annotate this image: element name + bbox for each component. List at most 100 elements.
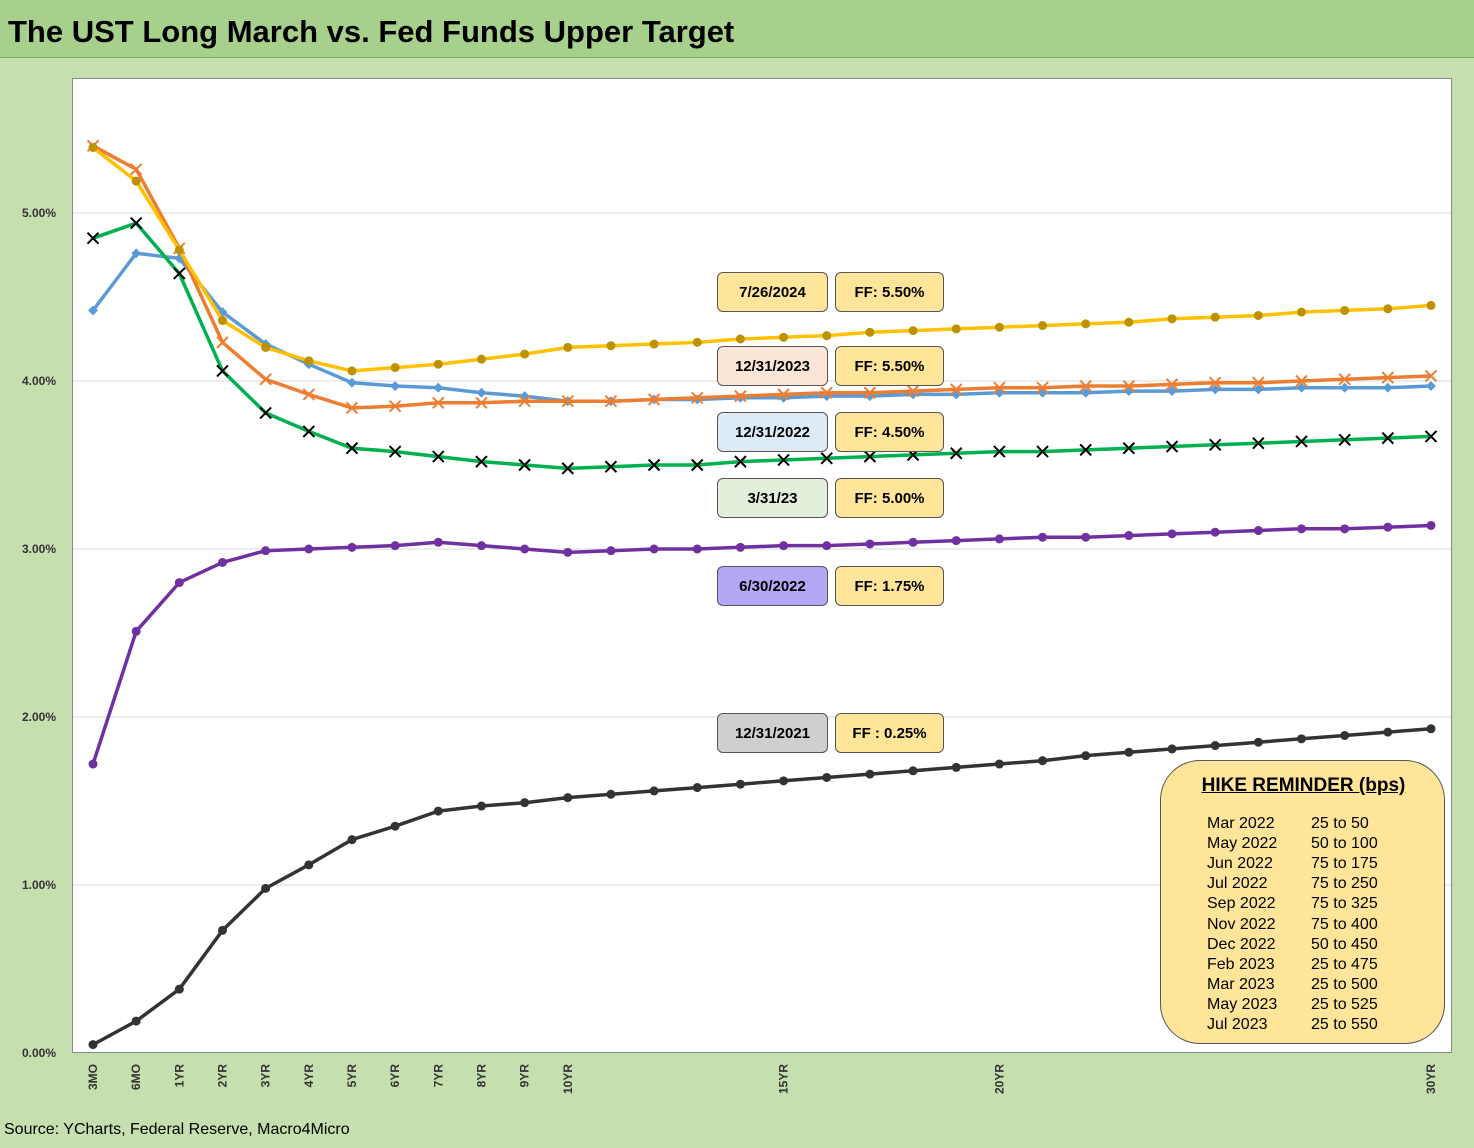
data-point [432, 396, 445, 410]
hike-amount: 75 to 400 [1311, 915, 1378, 933]
hike-month: May 2023 [1207, 995, 1278, 1013]
data-point [1080, 387, 1091, 398]
data-point [950, 383, 963, 396]
x-tick-label: 4YR [302, 1064, 316, 1088]
data-point [1297, 524, 1307, 534]
data-point [1253, 384, 1264, 395]
data-point [1081, 319, 1091, 329]
data-point [476, 801, 486, 811]
data-point [1079, 379, 1092, 393]
data-point [261, 546, 271, 556]
data-point [88, 1040, 98, 1050]
data-point [1210, 312, 1220, 322]
y-tick-label: 3.00% [22, 542, 56, 556]
data-point [1339, 382, 1350, 393]
data-point [994, 322, 1004, 332]
data-point [1340, 730, 1350, 740]
data-point [1167, 529, 1177, 539]
data-point [129, 163, 143, 176]
data-point [174, 245, 184, 255]
fed-funds-label: FF: 4.50% [835, 412, 944, 452]
data-point [433, 382, 444, 393]
data-point [1253, 737, 1263, 747]
hike-amount: 25 to 550 [1311, 1016, 1378, 1033]
data-point [1124, 317, 1134, 327]
data-point [606, 341, 616, 351]
x-tick-label: 8YR [474, 1064, 488, 1088]
data-point [735, 542, 745, 552]
data-point [1383, 304, 1393, 314]
data-point [606, 789, 616, 799]
data-point [735, 334, 745, 344]
data-point [1295, 435, 1308, 448]
data-point [1383, 727, 1393, 737]
data-point [520, 349, 530, 359]
data-point [476, 387, 487, 398]
data-point [1165, 440, 1179, 453]
data-point [822, 541, 832, 551]
series-line [91, 523, 1432, 765]
data-point [1340, 524, 1350, 534]
data-point [604, 460, 618, 473]
data-point [347, 377, 357, 388]
hike-amount: 75 to 250 [1311, 875, 1378, 893]
hike-row: Sep 2022 75 to 325 [1161, 895, 1446, 915]
data-point [131, 248, 142, 259]
curve-date-label: 3/31/23 [717, 478, 828, 518]
data-point [863, 450, 877, 463]
hike-row: Dec 2022 50 to 450 [1161, 936, 1446, 956]
data-point [908, 537, 918, 547]
data-point [1338, 433, 1351, 447]
data-point [1426, 520, 1436, 530]
data-point [86, 231, 100, 245]
data-point [993, 381, 1006, 394]
data-point [734, 455, 747, 468]
hike-amount: 25 to 500 [1311, 975, 1378, 993]
data-point [863, 386, 877, 399]
data-point [691, 458, 704, 472]
data-point [475, 455, 488, 468]
data-point [1038, 321, 1048, 331]
hike-month: Mar 2022 [1207, 815, 1275, 832]
data-point [261, 342, 271, 352]
data-point [1253, 310, 1263, 320]
data-point [1297, 734, 1307, 744]
data-point [518, 394, 531, 408]
data-point [1381, 431, 1395, 445]
data-point [1340, 305, 1350, 315]
x-tick-label: 15YR [777, 1064, 791, 1094]
x-tick-label: 3MO [86, 1064, 100, 1090]
hike-row: Feb 2023 25 to 475 [1161, 956, 1446, 976]
x-tick-label: 20YR [992, 1064, 1006, 1094]
data-point [822, 331, 832, 341]
data-point [561, 462, 574, 475]
hike-month: Dec 2022 [1207, 935, 1276, 953]
data-point [217, 316, 227, 326]
data-point [822, 772, 832, 782]
chart-title: The UST Long March vs. Fed Funds Upper T… [8, 14, 735, 49]
data-point [1036, 381, 1049, 394]
y-tick-label: 2.00% [22, 710, 56, 724]
data-point [692, 783, 702, 793]
data-point [88, 142, 98, 152]
data-point [649, 339, 659, 349]
data-point [1165, 378, 1179, 391]
data-point [131, 626, 141, 636]
data-point [1038, 532, 1048, 542]
curve-date-label: 12/31/2023 [717, 346, 828, 386]
data-point [1167, 314, 1177, 324]
data-point [993, 445, 1006, 458]
hike-row: Mar 2022 25 to 50 [1161, 815, 1446, 835]
data-point [1295, 374, 1308, 388]
data-point [88, 759, 98, 769]
x-tick-label: 9YR [518, 1064, 532, 1088]
data-point [691, 391, 704, 405]
series-6-30-2022 [88, 520, 1436, 769]
data-point [259, 373, 272, 386]
data-point [777, 453, 790, 467]
data-point [261, 883, 271, 893]
series-line [91, 251, 1432, 403]
hike-month: Jun 2022 [1207, 855, 1273, 873]
data-point [520, 798, 530, 808]
data-point [216, 336, 229, 349]
